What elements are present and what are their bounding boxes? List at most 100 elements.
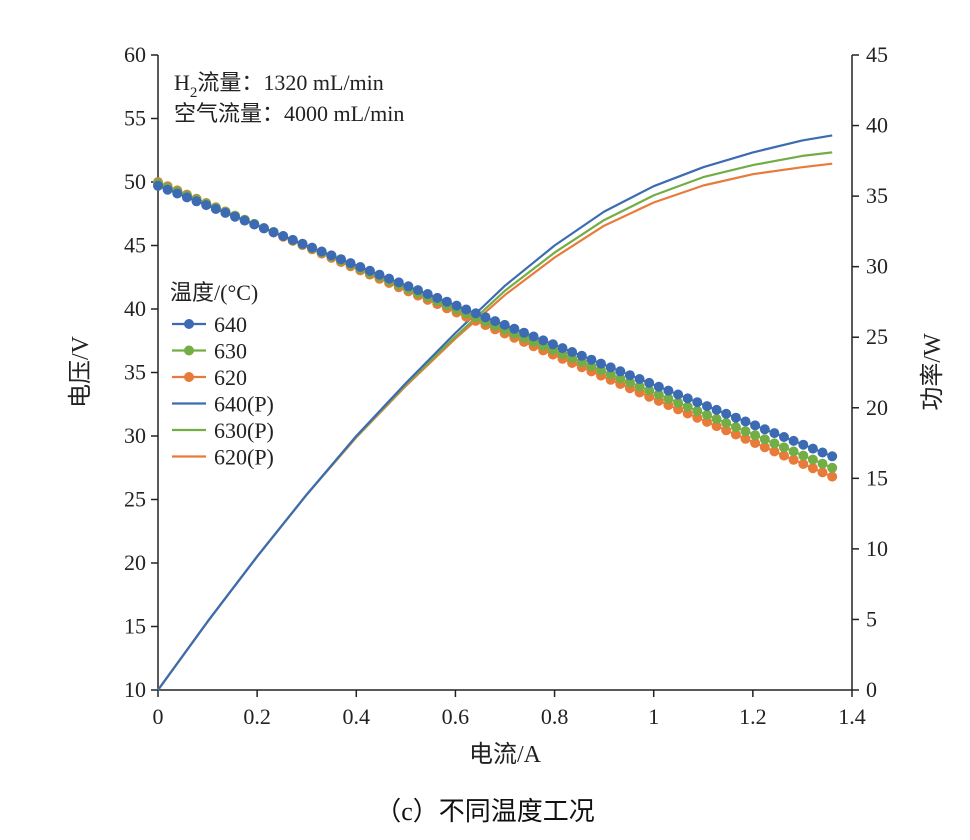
voltage-point-620 [730,429,741,440]
y-left-axis-title: 电压/V [67,335,94,408]
voltage-point-640 [162,184,173,195]
voltage-point-640 [663,385,674,396]
y-right-tick-label: 0 [866,677,877,702]
voltage-point-640 [653,381,664,392]
air-flow-annotation: 空气流量：4000 mL/min [174,101,404,126]
voltage-point-620 [711,421,722,432]
voltage-point-640 [220,207,231,218]
voltage-point-640 [297,238,308,249]
voltage-point-640 [750,420,761,431]
voltage-point-640 [624,370,635,381]
voltage-point-640 [384,273,395,284]
voltage-point-640 [702,401,712,412]
y-right-tick-label: 15 [866,465,888,490]
voltage-point-640 [547,339,558,350]
y-left-tick-label: 60 [124,42,146,67]
voltage-point-640 [172,188,183,199]
voltage-point-640 [711,404,722,415]
y-right-tick-label: 20 [866,395,888,420]
voltage-point-640 [538,335,549,346]
legend-label: 620 [214,365,247,390]
voltage-point-620 [702,416,712,427]
voltage-point-640 [499,319,510,330]
x-tick-label: 1.4 [838,704,866,729]
voltage-point-640 [682,393,693,404]
voltage-point-640 [451,300,462,311]
voltage-point-640 [827,451,838,462]
legend-label: 640(P) [214,392,274,417]
x-tick-label: 0 [153,704,164,729]
voltage-point-630 [653,389,664,400]
voltage-point-640 [326,250,337,261]
voltage-point-640 [278,231,289,241]
voltage-point-640 [413,285,423,296]
legend-swatch-marker [184,345,194,356]
voltage-point-640 [596,358,606,369]
y-right-tick-label: 45 [866,42,888,67]
voltage-point-630 [798,450,809,461]
power-line-640p [157,134,833,691]
voltage-point-630 [730,422,741,433]
voltage-series-640 [153,180,838,462]
legend-title: 温度/(°C) [170,280,258,305]
voltage-point-640 [201,200,212,211]
voltage-point-640 [441,296,452,307]
legend-swatch-marker [184,372,194,382]
voltage-point-630 [673,397,684,408]
voltage-point-640 [239,215,250,226]
voltage-point-630 [605,369,616,380]
voltage-point-620 [740,433,751,444]
voltage-point-630 [750,430,761,441]
voltage-point-640 [181,192,192,203]
voltage-point-640 [721,408,732,419]
voltage-point-630 [827,462,838,473]
legend-label: 630(P) [214,418,274,443]
voltage-point-640 [470,308,481,319]
voltage-point-620 [817,467,828,478]
voltage-point-640 [287,234,298,245]
voltage-point-630 [769,438,780,449]
voltage-point-640 [307,242,318,253]
legend-swatch-marker [184,319,194,329]
voltage-point-630 [682,401,693,412]
voltage-point-640 [788,435,799,446]
tick-labels: 0 0.2 0.4 0.6 0.8 1 1.2 1.410152025303540455055… [124,42,888,729]
voltage-point-640 [316,246,327,257]
x-tick-label: 1 [648,704,659,729]
voltage-point-640 [210,204,221,214]
voltage-point-630 [788,446,799,457]
voltage-point-640 [576,350,587,361]
y-left-tick-label: 55 [124,106,146,131]
y-left-tick-label: 15 [124,614,146,639]
voltage-point-630 [759,434,770,445]
voltage-point-640 [567,347,578,357]
y-left-tick-label: 50 [124,169,146,194]
voltage-point-620 [798,459,809,469]
voltage-point-640 [817,447,828,458]
x-tick-label: 0.6 [442,704,470,729]
voltage-point-640 [268,227,279,238]
voltage-point-640 [364,265,375,276]
voltage-point-640 [769,428,780,439]
y-right-tick-label: 35 [866,183,888,208]
x-axis-title: 电流/A [469,741,542,768]
axes-frame [157,55,853,691]
x-tick-label: 0.4 [343,704,371,729]
voltage-point-640 [490,316,501,327]
voltage-point-640 [615,366,626,377]
y-right-tick-label: 5 [866,606,877,631]
voltage-point-640 [355,262,366,272]
voltage-point-630 [663,393,674,404]
voltage-point-640 [673,389,684,400]
voltage-point-630 [740,426,751,437]
y-left-tick-label: 20 [124,550,146,575]
y-left-tick-label: 40 [124,296,146,321]
y-left-tick-label: 45 [124,233,146,258]
voltage-point-640 [509,323,520,334]
voltage-point-640 [345,258,356,269]
voltage-point-640 [644,377,655,388]
y-left-tick-label: 30 [124,423,146,448]
voltage-point-640 [191,196,202,207]
